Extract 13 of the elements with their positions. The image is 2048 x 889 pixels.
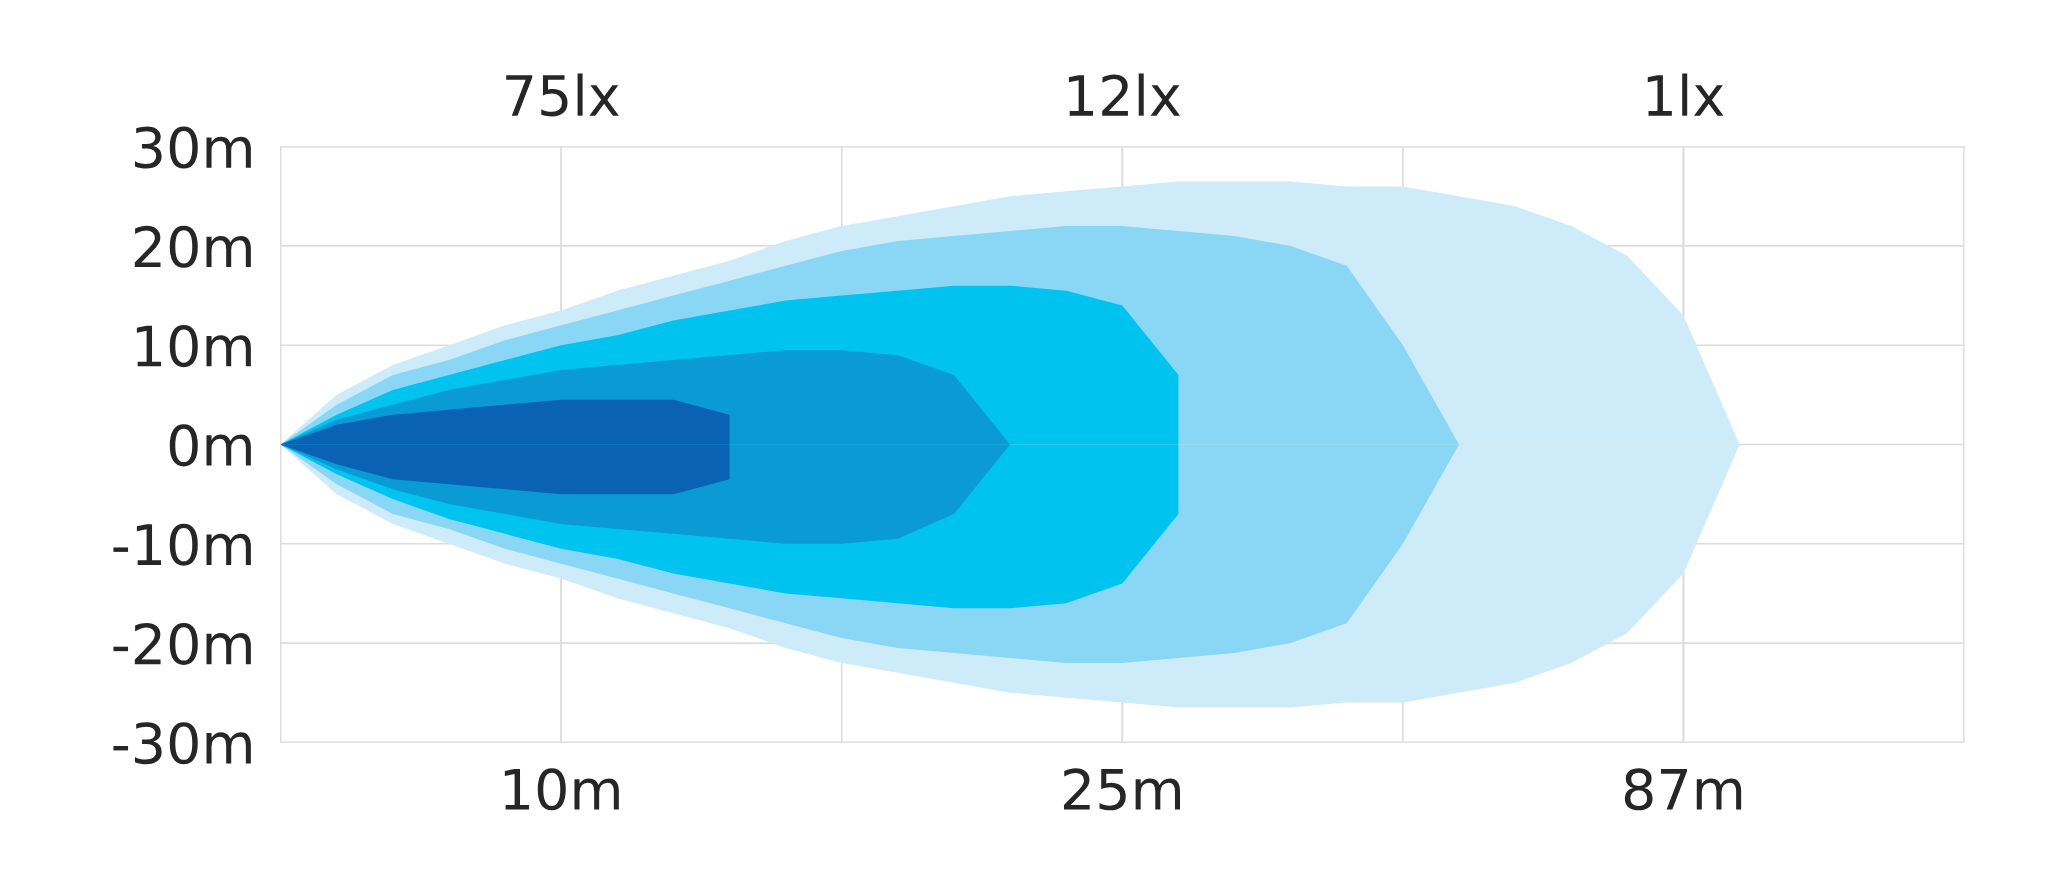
x-tick-label: 10m bbox=[504, 768, 619, 811]
y-tick-label: 10m bbox=[136, 325, 251, 368]
y-tick-label: 30m bbox=[135, 126, 251, 169]
text: 75lx bbox=[506, 73, 619, 117]
y-tick-label: 20m bbox=[134, 225, 251, 268]
y-tick-label: -20m bbox=[113, 622, 251, 665]
x-tick-label: 25m bbox=[1063, 768, 1180, 811]
text: 12lx bbox=[1068, 73, 1180, 116]
x-tick-label: 87m bbox=[1624, 768, 1742, 811]
y-tick-label: 0m bbox=[169, 424, 251, 467]
y-tick-label: -30m bbox=[113, 722, 251, 765]
y-tick-label: -10m bbox=[113, 523, 251, 566]
text: 1lx bbox=[1647, 73, 1724, 116]
